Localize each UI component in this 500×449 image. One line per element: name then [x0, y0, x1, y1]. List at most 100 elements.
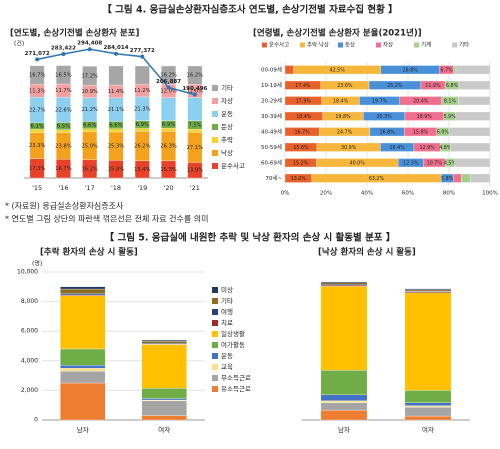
bar-segment: [404, 288, 452, 290]
bar-segment: [448, 127, 491, 137]
bar-segment: [56, 65, 71, 85]
x-tick-label: 남자: [77, 425, 89, 434]
data-label: 16.5%: [55, 72, 72, 78]
legend-swatch: [212, 331, 218, 337]
bar-segment: [450, 142, 491, 152]
legend-swatch: [212, 386, 218, 392]
note: * 연도별 그림 상단의 파란색 꺾은선은 전체 자료 건수를 의미: [5, 214, 209, 224]
bar-segment: [320, 409, 368, 421]
line-point: [61, 52, 66, 57]
y-tick-label: 40-49세: [261, 127, 282, 135]
bar-segment: [404, 390, 452, 403]
legend-label: 자상: [221, 96, 233, 105]
data-label: 283,422: [51, 46, 76, 52]
data-label: 277,372: [130, 48, 155, 54]
note: * (자료원) 응급실손상환자심층조사: [5, 201, 124, 211]
legend-label: 일상생활: [221, 329, 245, 338]
legend-label: 여행: [221, 307, 233, 316]
bar-segment: [141, 400, 187, 416]
legend-label: 운동: [221, 110, 233, 118]
data-label: 26.3%: [160, 144, 177, 150]
bar-segment: [60, 365, 106, 369]
data-label: 24.7%: [337, 129, 353, 135]
legend-label: 여가활동: [221, 340, 245, 349]
data-label: 6.1%: [31, 123, 44, 129]
data-label: 63.2%: [369, 176, 385, 182]
line-point: [192, 92, 197, 97]
bar-segment: [29, 65, 45, 85]
data-label: 6.6%: [109, 123, 122, 129]
x-tick-label: 100%: [482, 191, 498, 197]
data-label: 6.7%: [441, 67, 454, 73]
y-axis-label: (건): [14, 40, 24, 48]
bar-segment: [452, 173, 462, 183]
data-label: 19.7%: [372, 98, 388, 104]
legend-swatch: [212, 364, 218, 370]
bar-segment: [82, 128, 98, 133]
data-label: 16.4%: [390, 145, 406, 151]
bar-segment: [320, 286, 368, 371]
bar-segment: [320, 281, 368, 284]
bar-segment: [320, 282, 368, 285]
legend-label: 둔상: [221, 122, 233, 131]
bar-segment: [29, 129, 45, 133]
legend-swatch: [300, 42, 305, 48]
y-tick-label: 0: [34, 417, 38, 424]
data-label: 12.3%: [403, 160, 419, 166]
bar-segment: [187, 65, 203, 85]
x-tick-label: '19: [137, 184, 147, 192]
legend-label: 기타: [221, 296, 233, 305]
y-tick-label: 8,000: [21, 298, 38, 305]
data-label: 17.3%: [29, 166, 46, 172]
figure-title: 【 그림 4. 응급실손상환자심층조사 연도별, 손상기전별 자료수집 현황 】: [102, 4, 397, 16]
data-label: 25.2%: [387, 83, 403, 89]
legend-swatch: [212, 163, 218, 169]
legend-label: 낙상: [221, 148, 233, 157]
data-label: 18.4%: [296, 114, 312, 120]
data-label: 16.7%: [294, 129, 310, 135]
bar-segment: [187, 97, 203, 121]
x-tick-label: 여자: [158, 425, 170, 434]
data-label: 4.5%: [444, 160, 457, 166]
data-label: 11.7%: [55, 88, 72, 94]
data-label: 15.2%: [293, 160, 309, 166]
data-label: 26.2%: [134, 144, 151, 150]
bar-segment: [134, 128, 150, 132]
bar-segment: [161, 128, 176, 132]
x-tick-label: '21: [190, 184, 200, 192]
legend-swatch: [212, 309, 218, 315]
bar-segment: [134, 65, 150, 85]
data-label: 5.9%: [444, 114, 457, 120]
bar-segment: [108, 128, 124, 133]
legend-swatch: [212, 124, 218, 130]
y-tick-label: 2,000: [21, 387, 38, 394]
bar-segment: [453, 65, 457, 75]
bar-segment: [141, 388, 187, 399]
bar-segment: [141, 415, 187, 421]
legend-label: 운수사고: [221, 161, 245, 170]
legend-label: 운수사고: [269, 41, 289, 49]
x-tick-label: '18: [111, 184, 121, 192]
data-label: 10.9%: [81, 89, 98, 95]
data-label: 16.8%: [379, 129, 395, 135]
bar-segment: [455, 111, 491, 121]
data-label: 206,887: [156, 79, 181, 85]
data-label: 25.3%: [108, 144, 125, 150]
bar-segment: [161, 65, 176, 85]
data-label: 30.9%: [341, 145, 357, 151]
chart-title: [낙상 환자의 손상 시 활동]: [318, 247, 416, 258]
legend-swatch: [212, 137, 218, 143]
legend-label: 치료: [221, 318, 233, 327]
bar-segment: [284, 65, 294, 75]
data-label: 21.2%: [81, 107, 98, 113]
x-tick-label: 80%: [443, 191, 455, 197]
bar-segment: [458, 96, 491, 106]
legend-swatch: [452, 42, 457, 48]
bar-segment: [60, 293, 106, 296]
bar-segment: [404, 415, 452, 421]
data-label: 11.4%: [108, 89, 125, 95]
data-label: 11.9%: [425, 83, 441, 89]
legend-swatch: [212, 85, 218, 91]
